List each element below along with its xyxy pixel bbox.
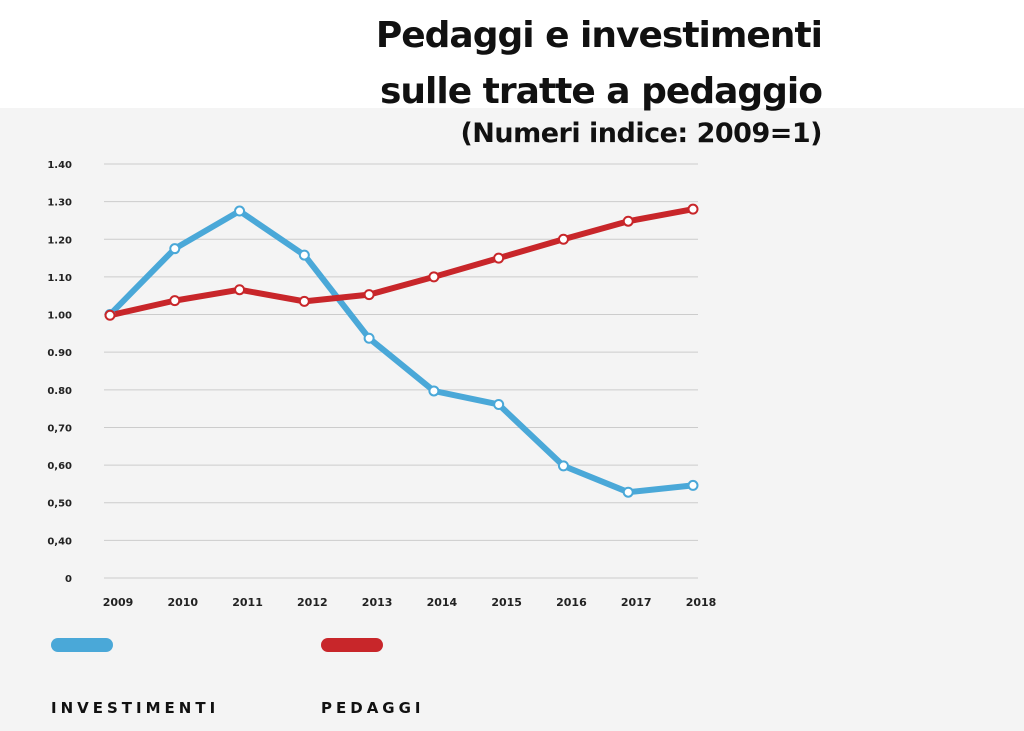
x-tick-label: 2018 [686, 596, 717, 609]
x-tick-label: 2011 [232, 596, 263, 609]
data-point-pedaggi [687, 203, 699, 215]
data-point-investimenti [557, 460, 569, 472]
data-point-investimenti [622, 486, 634, 498]
x-tick-label: 2015 [491, 596, 522, 609]
data-point-pedaggi [104, 309, 116, 321]
data-point-pedaggi [493, 252, 505, 264]
legend-label-investimenti: INVESTIMENTI [51, 699, 220, 717]
y-tick-label: 1.30 [47, 198, 72, 209]
data-point-pedaggi [622, 215, 634, 227]
y-tick-label: 1.10 [47, 273, 72, 284]
data-point-pedaggi [234, 284, 246, 296]
data-point-pedaggi [298, 295, 310, 307]
y-tick-label: 1.00 [47, 311, 72, 322]
chart-subtitle: (Numeri indice: 2009=1) [460, 118, 822, 149]
legend-swatch-pedaggi [321, 638, 383, 652]
data-point-pedaggi [363, 289, 375, 301]
data-point-investimenti [234, 205, 246, 217]
y-tick-label: 0 [65, 574, 72, 585]
data-point-investimenti [687, 479, 699, 491]
chart-title: Pedaggi e investimenti sulle tratte a pe… [375, 8, 823, 120]
legend-label-pedaggi: PEDAGGI [321, 699, 425, 717]
data-point-investimenti [363, 332, 375, 344]
x-tick-label: 2017 [621, 596, 652, 609]
data-point-investimenti [493, 398, 505, 410]
x-tick-label: 2012 [297, 596, 328, 609]
title-line-2: sulle tratte a pedaggio [380, 71, 823, 112]
series-line-investimenti [107, 208, 696, 496]
y-tick-label: 1.20 [47, 235, 72, 246]
legend-swatch-investimenti [51, 638, 113, 652]
y-tick-label: 0,50 [47, 499, 72, 510]
data-point-pedaggi [557, 233, 569, 245]
y-tick-label: 1.40 [47, 160, 72, 171]
title-line-1: Pedaggi e investimenti [375, 15, 823, 56]
data-point-investimenti [428, 385, 440, 397]
y-tick-label: 0,60 [47, 461, 72, 472]
y-tick-label: 0.80 [47, 386, 72, 397]
y-tick-label: 0,40 [47, 536, 72, 547]
data-point-pedaggi [428, 271, 440, 283]
x-tick-label: 2010 [167, 596, 198, 609]
x-tick-label: 2013 [362, 596, 393, 609]
header-band [0, 0, 1024, 108]
y-tick-label: 0,70 [47, 423, 72, 434]
y-tick-label: 0.90 [47, 348, 72, 359]
data-point-investimenti [169, 243, 181, 255]
x-tick-label: 2014 [427, 596, 458, 609]
x-tick-label: 2016 [556, 596, 587, 609]
series-line-pedaggi [107, 206, 696, 319]
data-point-investimenti [298, 249, 310, 261]
x-tick-label: 2009 [103, 596, 134, 609]
data-point-pedaggi [169, 295, 181, 307]
